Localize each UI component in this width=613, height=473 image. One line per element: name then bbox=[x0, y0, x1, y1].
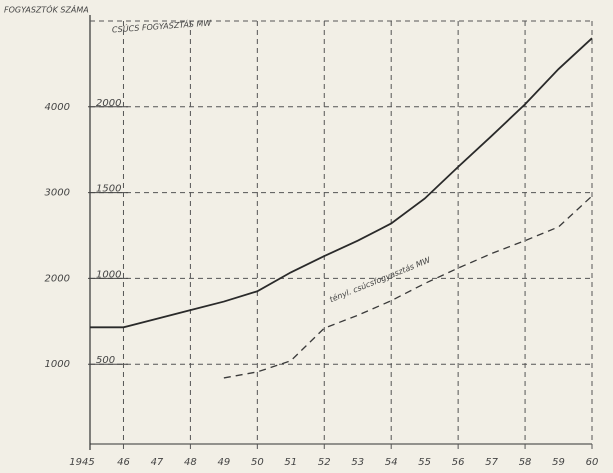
y-tick-label: 4000 bbox=[45, 102, 70, 113]
y-tick-label: 1000 bbox=[45, 359, 70, 370]
y-tick-label: 2000 bbox=[45, 273, 70, 284]
y-tick-label: 3000 bbox=[45, 188, 70, 199]
x-tick-label: 58 bbox=[519, 457, 532, 468]
x-tick-label: 53 bbox=[351, 457, 364, 468]
y2-tick-label: 2000 bbox=[96, 98, 121, 109]
x-tick-label: 60 bbox=[586, 457, 599, 468]
series-line bbox=[90, 37, 593, 329]
x-tick-label: 56 bbox=[452, 457, 465, 468]
x-tick-label: 1945 bbox=[69, 457, 94, 468]
y2-tick-label: 500 bbox=[96, 355, 115, 366]
x-tick-label: 49 bbox=[217, 457, 230, 468]
x-tick-label: 51 bbox=[284, 457, 297, 468]
y2-tick-label: 1500 bbox=[96, 184, 121, 195]
x-tick-label: 54 bbox=[385, 457, 398, 468]
x-tick-label: 59 bbox=[552, 457, 565, 468]
x-tick-label: 46 bbox=[117, 457, 130, 468]
series-line bbox=[223, 195, 593, 379]
y-axis-title: FOGYASZTÓK SZÁMA bbox=[4, 4, 89, 15]
x-tick-label: 55 bbox=[418, 457, 431, 468]
x-tick-label: 57 bbox=[485, 457, 498, 468]
x-tick-label: 47 bbox=[151, 457, 164, 468]
x-tick-label: 52 bbox=[318, 457, 331, 468]
y2-tick-label: 1000 bbox=[96, 269, 121, 280]
x-tick-label: 48 bbox=[184, 457, 197, 468]
x-tick-label: 50 bbox=[251, 457, 264, 468]
